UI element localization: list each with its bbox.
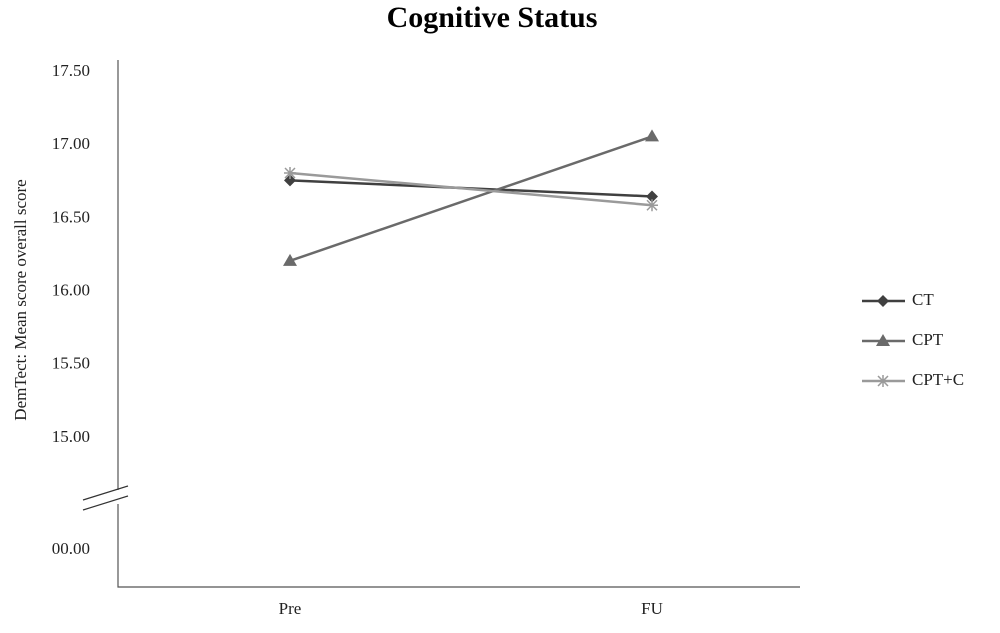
marker xyxy=(283,253,297,266)
marker xyxy=(284,167,296,180)
axis-break-gap xyxy=(114,490,122,504)
y-tick-label: 16.00 xyxy=(52,281,90,300)
y-tick-label: 17.00 xyxy=(52,134,90,153)
series-line xyxy=(289,171,653,207)
axis-break xyxy=(82,485,129,501)
marker xyxy=(646,190,658,203)
legend-label: CPT xyxy=(912,330,944,349)
series-line xyxy=(289,135,653,263)
axis-line xyxy=(117,60,800,588)
legend-label: CT xyxy=(912,290,934,309)
y-tick-label: 15.00 xyxy=(52,427,90,446)
marker xyxy=(284,174,296,187)
y-tick-label: 16.50 xyxy=(52,207,90,226)
marker xyxy=(646,199,658,212)
axis-break xyxy=(82,495,129,511)
x-tick-label: Pre xyxy=(279,599,302,618)
marker xyxy=(877,295,889,307)
marker xyxy=(877,375,889,387)
marker xyxy=(876,334,890,346)
y-tick-label: 15.50 xyxy=(52,354,90,373)
legend-label: CPT+C xyxy=(912,370,964,389)
marker xyxy=(645,129,659,142)
y-axis-label: DemTect: Mean score overall score xyxy=(11,179,30,420)
chart-title: Cognitive Status xyxy=(387,1,598,34)
y-tick-label: 00.00 xyxy=(52,539,90,558)
x-tick-label: FU xyxy=(641,599,663,618)
y-tick-label: 17.50 xyxy=(52,61,90,80)
